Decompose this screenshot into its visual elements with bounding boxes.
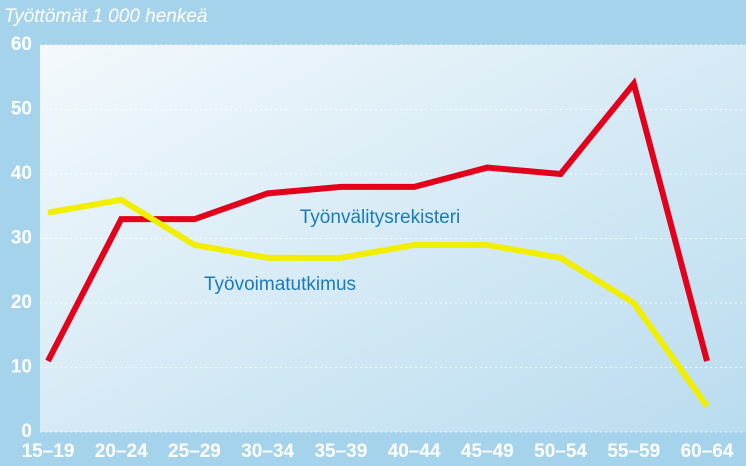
x-tick-label: 30–34 bbox=[241, 441, 294, 462]
x-tick-label: 55–59 bbox=[607, 441, 660, 462]
series-label: Työnvälitysrekisteri bbox=[300, 207, 461, 228]
y-tick-label: 0 bbox=[21, 421, 32, 442]
line-series bbox=[47, 196, 710, 408]
chart-title: Työttömät 1 000 henkeä bbox=[4, 6, 208, 27]
x-tick-label: 35–39 bbox=[314, 441, 367, 462]
x-tick-label: 40–44 bbox=[388, 441, 441, 462]
x-tick-label: 50–54 bbox=[534, 441, 587, 462]
y-tick-label: 60 bbox=[11, 34, 32, 55]
y-tick-label: 50 bbox=[11, 99, 32, 120]
x-tick-label: 60–64 bbox=[681, 441, 734, 462]
series-label: Työvoimatutkimus bbox=[204, 274, 356, 295]
y-tick-label: 30 bbox=[11, 228, 32, 249]
x-tick-label: 25–29 bbox=[168, 441, 221, 462]
x-tick-label: 15–19 bbox=[22, 441, 75, 462]
y-tick-label: 20 bbox=[11, 292, 32, 313]
y-tick-label: 10 bbox=[11, 357, 32, 378]
x-tick-label: 20–24 bbox=[95, 441, 148, 462]
plot-area bbox=[40, 45, 746, 432]
x-tick-label: 45–49 bbox=[461, 441, 514, 462]
y-tick-label: 40 bbox=[11, 163, 32, 184]
